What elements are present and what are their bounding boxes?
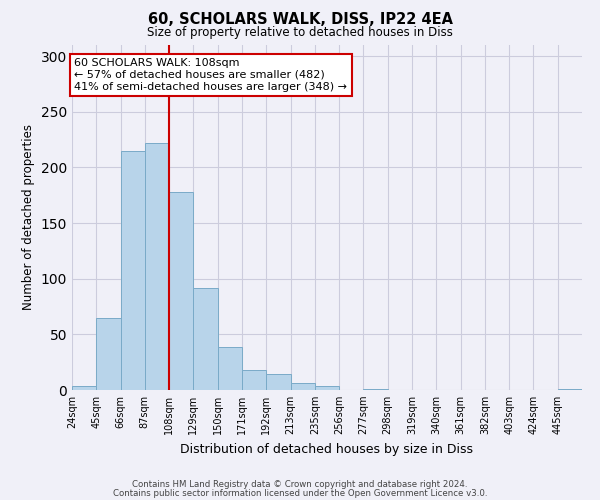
Bar: [72, 386, 96, 390]
Text: Contains HM Land Registry data © Crown copyright and database right 2024.: Contains HM Land Registry data © Crown c…: [132, 480, 468, 489]
Bar: [315, 386, 339, 390]
Bar: [290, 384, 315, 390]
Bar: [193, 288, 218, 390]
Bar: [96, 318, 121, 390]
Text: 60, SCHOLARS WALK, DISS, IP22 4EA: 60, SCHOLARS WALK, DISS, IP22 4EA: [148, 12, 452, 28]
Bar: [145, 143, 169, 390]
X-axis label: Distribution of detached houses by size in Diss: Distribution of detached houses by size …: [181, 442, 473, 456]
Text: Contains public sector information licensed under the Open Government Licence v3: Contains public sector information licen…: [113, 489, 487, 498]
Bar: [169, 192, 193, 390]
Bar: [266, 374, 290, 390]
Bar: [242, 370, 266, 390]
Bar: [558, 389, 582, 390]
Bar: [121, 150, 145, 390]
Text: 60 SCHOLARS WALK: 108sqm
← 57% of detached houses are smaller (482)
41% of semi-: 60 SCHOLARS WALK: 108sqm ← 57% of detach…: [74, 58, 347, 92]
Y-axis label: Number of detached properties: Number of detached properties: [22, 124, 35, 310]
Text: Size of property relative to detached houses in Diss: Size of property relative to detached ho…: [147, 26, 453, 39]
Bar: [364, 389, 388, 390]
Bar: [218, 346, 242, 390]
